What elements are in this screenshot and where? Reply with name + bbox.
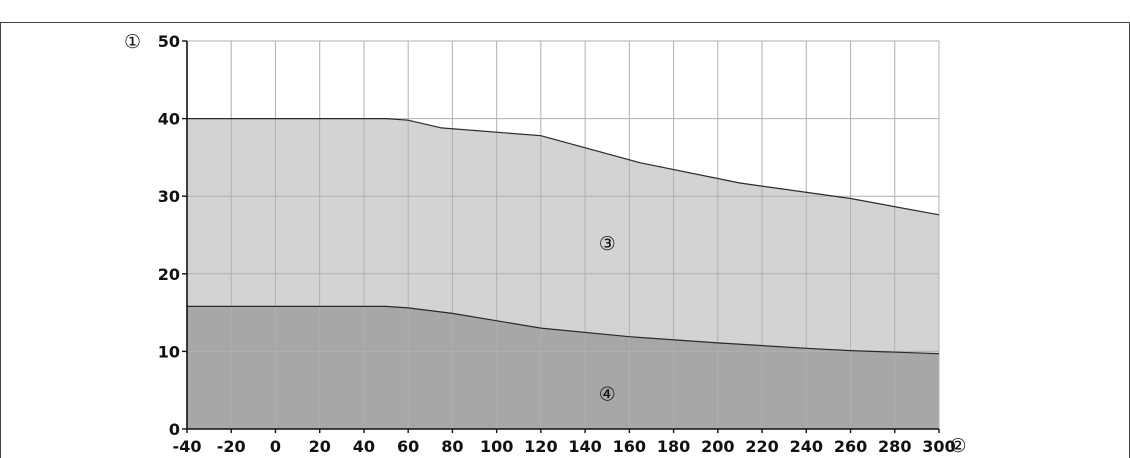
chart-lines: [187, 117, 940, 355]
y-axis-label: ①: [124, 31, 141, 53]
x-tick-label--20: -20: [217, 437, 246, 456]
series-line-2: [187, 305, 940, 355]
x-tick-label-300: 300: [922, 437, 955, 456]
x-tick-label-140: 140: [568, 437, 601, 456]
chart-axes: [182, 40, 940, 433]
x-tick-label-260: 260: [834, 437, 867, 456]
chart-grid: [186, 40, 940, 429]
x-tick-label-60: 60: [397, 437, 419, 456]
x-tick-label-220: 220: [745, 437, 778, 456]
region-label-2: ④: [599, 383, 616, 405]
x-tick-label-20: 20: [309, 437, 331, 456]
area-region-2: [187, 306, 939, 429]
x-axis-label: ②: [949, 435, 966, 457]
chart-labels: 0 10 20 30 40 50 -40 -20 0 20 40 60 80 100 120 140 160 18…: [124, 31, 967, 457]
x-tick-label-40: 40: [353, 437, 375, 456]
region-label-1: ③: [599, 233, 616, 255]
figure-frame-top: [0, 22, 1130, 23]
x-tick-label-160: 160: [613, 437, 646, 456]
x-tick-label-240: 240: [790, 437, 823, 456]
x-tick-label-80: 80: [441, 437, 463, 456]
y-tick-label-30: 30: [158, 187, 180, 206]
y-tick-label-40: 40: [158, 110, 180, 129]
series-line-1: [187, 117, 940, 216]
y-tick-label-50: 50: [158, 32, 180, 51]
x-tick-label-280: 280: [878, 437, 911, 456]
y-tick-label-20: 20: [158, 265, 180, 284]
x-tick-label-200: 200: [701, 437, 734, 456]
figure-frame-left: [0, 22, 1, 458]
y-tick-label-0: 0: [169, 420, 180, 439]
y-tick-label-10: 10: [158, 342, 180, 361]
x-tick-label-100: 100: [480, 437, 513, 456]
x-tick-label-120: 120: [524, 437, 557, 456]
x-tick-label--40: -40: [173, 437, 202, 456]
x-tick-label-180: 180: [657, 437, 690, 456]
x-tick-label-0: 0: [270, 437, 281, 456]
